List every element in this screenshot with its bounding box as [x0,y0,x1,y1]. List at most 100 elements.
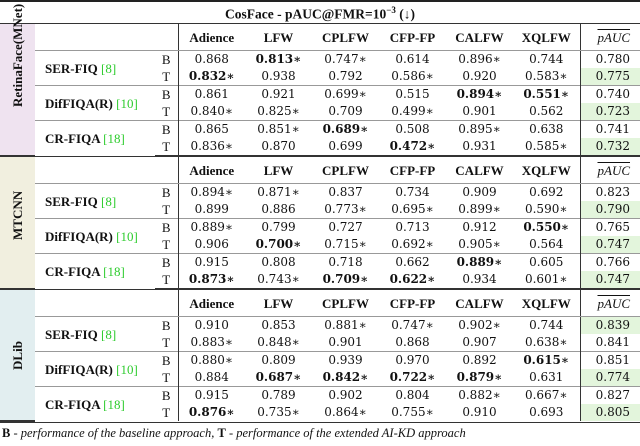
value-cell: 0.873∗ [177,271,245,290]
table-row: DifFIQA(R) [10] B 0.861 0.921 0.699∗ 0.515 0.8… [0,85,640,121]
variant-label: T [162,202,171,217]
value-cell: 0.879∗ [456,370,503,384]
table-row: T 0.884 0.687∗ 0.842∗ 0.722∗ 0.879∗ 0.631 0.774 [0,369,640,387]
column-header: CALFW [446,155,513,184]
value-cell: 0.905∗ [458,237,501,251]
column-header: CPLFW [312,155,379,184]
table-row: SER-FIQ [8] B 0.868 0.813∗ 0.747∗ 0.614 0.896∗… [0,50,640,76]
value-cell: 0.601∗ [513,271,580,290]
value-cell: 0.889∗ [446,253,513,271]
variant-label: T [162,335,171,350]
variant-label: T [162,69,171,84]
value-cell: 0.882∗ [446,386,513,404]
variant-label: B [155,386,178,404]
table-row: SER-FIQ [8] B 0.910 0.853 0.881∗ 0.747∗ 0.902∗… [0,316,640,342]
citation-link[interactable]: [18] [103,396,125,412]
mean-cell: 0.774 [579,369,640,387]
citation-link[interactable]: [8] [100,193,117,209]
method-label: DifFIQA(R) [45,361,113,377]
value-cell: 0.564 [529,237,564,251]
value-cell: 0.899 [177,201,245,219]
value-cell: 0.515 [379,85,446,103]
column-header: XQLFW [513,155,580,184]
value-cell: 0.692 [529,185,564,199]
value-cell: 0.700∗ [255,237,302,251]
variant-label: T [162,104,171,119]
variant-label: B [155,218,178,236]
column-header: CFP-FP [379,155,446,184]
value-cell: 0.699 [312,138,379,157]
column-header: CFP-FP [379,288,446,317]
value-cell: 0.692∗ [391,237,434,251]
variant-label: B [155,85,178,103]
mean-cell: 0.732 [579,138,640,157]
citation-link[interactable]: [10] [116,95,138,111]
value-cell: 0.889∗ [177,218,245,236]
method-label: CR-FIQA [45,263,100,279]
column-header: CFP-FP [379,23,446,51]
mean-header: pAUC [579,155,640,184]
value-cell: 0.871∗ [257,185,300,199]
method-name: CR-FIQA [18] [35,386,155,421]
value-cell: 0.832∗ [177,68,245,86]
method-label: CR-FIQA [45,396,100,412]
mean-cell: 0.766 [579,253,640,271]
detector-label: RetinaFace(MNet) [0,3,35,157]
citation-link[interactable]: [18] [103,263,125,279]
detector-name: RetinaFace(MNet) [10,3,25,107]
method-label: SER-FIQ [45,326,98,342]
mean-pauc-label: pAUC [597,162,631,178]
value-cell: 0.699∗ [312,85,379,103]
value-cell: 0.638∗ [524,335,568,349]
value-cell: 0.622∗ [379,271,446,290]
table-row: T 0.899 0.886 0.773∗ 0.695∗ 0.899∗ 0.590∗ 0.790 [0,201,640,219]
value-cell: 0.899∗ [458,202,501,216]
value-cell: 0.804 [379,386,446,404]
value-cell: 0.896∗ [458,52,501,66]
mean-cell: 0.780 [579,50,640,68]
citation-link[interactable]: [10] [116,228,138,244]
value-cell: 0.851∗ [245,120,312,138]
method-name: DifFIQA(R) [10] [35,85,155,121]
table-row: CR-FIQA [18] B 0.915 0.808 0.718 0.662 0.889∗ 0… [0,253,640,289]
table-row: CR-FIQA [18] B 0.915 0.789 0.902 0.804 0.882∗ 0… [0,386,640,421]
value-cell: 0.727 [312,218,379,236]
value-cell: 0.508 [379,120,446,138]
column-header: CPLFW [312,288,379,317]
table-row: T 0.883∗ 0.848∗ 0.901 0.868 0.907 0.638∗ 0.841 [0,334,640,352]
value-cell: 0.590∗ [524,202,568,216]
method-name: SER-FIQ [8] [35,51,155,86]
value-cell: 0.813∗ [255,52,302,66]
method-name: DifFIQA(R) [10] [35,351,155,387]
value-cell: 0.744 [529,318,564,332]
column-header: Adience [177,23,245,51]
mean-cell: 0.790 [579,201,640,219]
variant-label: B [161,318,171,333]
empty-header [35,288,178,317]
citation-link[interactable]: [18] [103,130,125,146]
empty-header [35,155,178,184]
citation-link[interactable]: [10] [116,361,138,377]
value-cell: 0.709∗ [312,271,379,290]
value-cell: 0.901 [462,104,497,118]
value-cell: 0.883∗ [177,334,245,352]
method-label: DifFIQA(R) [45,95,113,111]
citation-link[interactable]: [8] [100,60,117,76]
value-cell: 0.864∗ [324,405,367,419]
method-name: CR-FIQA [18] [35,253,155,289]
value-cell: 0.747∗ [391,318,434,332]
column-header-row: DLib Adience LFW CPLFW CFP-FP CALFW XQLFW pAUC [0,288,640,422]
table-row: T 0.836∗ 0.870 0.699 0.472∗ 0.931 0.585∗ 0.732 [0,138,640,157]
mean-cell: 0.723 [579,103,640,121]
value-cell: 0.687∗ [255,370,302,384]
column-header: LFW [245,155,312,184]
value-cell: 0.931 [446,138,513,157]
value-cell: 0.881∗ [324,318,367,332]
value-cell: 0.693 [529,405,564,419]
value-cell: 0.934 [446,271,513,290]
value-cell: 0.886 [261,202,296,216]
table-row: T 0.873∗ 0.743∗ 0.709∗ 0.622∗ 0.934 0.601∗ 0.74… [0,271,640,290]
citation-link[interactable]: [8] [100,326,117,342]
value-cell: 0.880∗ [177,351,245,369]
value-cell: 0.912 [446,218,513,236]
